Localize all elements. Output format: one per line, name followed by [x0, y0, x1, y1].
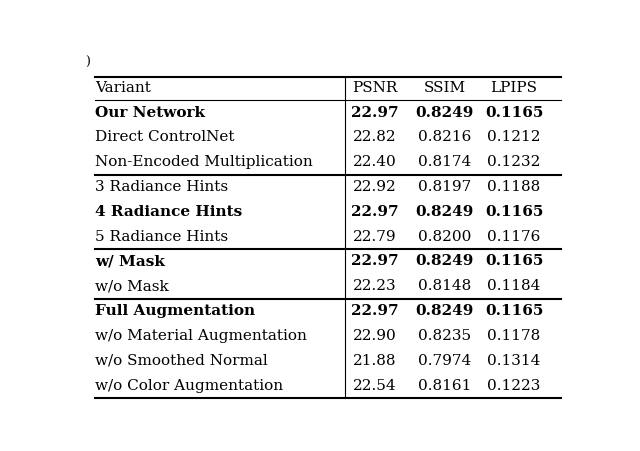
Text: 0.1223: 0.1223 — [487, 378, 541, 392]
Text: 4 Radiance Hints: 4 Radiance Hints — [95, 205, 242, 219]
Text: 0.8148: 0.8148 — [418, 279, 471, 293]
Text: 0.8200: 0.8200 — [418, 230, 471, 244]
Text: 0.1165: 0.1165 — [485, 205, 543, 219]
Text: 22.97: 22.97 — [351, 106, 399, 120]
Text: 0.1165: 0.1165 — [485, 254, 543, 268]
Text: 0.1176: 0.1176 — [487, 230, 541, 244]
Text: 0.1232: 0.1232 — [487, 155, 541, 169]
Text: 0.1314: 0.1314 — [487, 354, 541, 368]
Text: Full Augmentation: Full Augmentation — [95, 304, 255, 318]
Text: ): ) — [85, 56, 90, 69]
Text: 22.90: 22.90 — [353, 329, 397, 343]
Text: 0.1184: 0.1184 — [487, 279, 541, 293]
Text: 0.7974: 0.7974 — [418, 354, 471, 368]
Text: 0.1165: 0.1165 — [485, 304, 543, 318]
Text: 0.8249: 0.8249 — [415, 254, 474, 268]
Text: w/o Smoothed Normal: w/o Smoothed Normal — [95, 354, 268, 368]
Text: Variant: Variant — [95, 82, 151, 96]
Text: 0.8197: 0.8197 — [418, 180, 471, 194]
Text: 0.8249: 0.8249 — [415, 106, 474, 120]
Text: 0.8161: 0.8161 — [418, 378, 471, 392]
Text: 22.92: 22.92 — [353, 180, 397, 194]
Text: w/o Color Augmentation: w/o Color Augmentation — [95, 378, 283, 392]
Text: LPIPS: LPIPS — [490, 82, 538, 96]
Text: w/ Mask: w/ Mask — [95, 254, 164, 268]
Text: 22.79: 22.79 — [353, 230, 397, 244]
Text: 22.54: 22.54 — [353, 378, 397, 392]
Text: 21.88: 21.88 — [353, 354, 397, 368]
Text: 0.8216: 0.8216 — [418, 130, 471, 144]
Text: Our Network: Our Network — [95, 106, 205, 120]
Text: 22.23: 22.23 — [353, 279, 397, 293]
Text: 22.40: 22.40 — [353, 155, 397, 169]
Text: 0.1165: 0.1165 — [485, 106, 543, 120]
Text: Direct ControlNet: Direct ControlNet — [95, 130, 234, 144]
Text: 22.97: 22.97 — [351, 254, 399, 268]
Text: 5 Radiance Hints: 5 Radiance Hints — [95, 230, 228, 244]
Text: 0.8235: 0.8235 — [418, 329, 471, 343]
Text: 22.82: 22.82 — [353, 130, 397, 144]
Text: PSNR: PSNR — [353, 82, 398, 96]
Text: 22.97: 22.97 — [351, 205, 399, 219]
Text: 22.97: 22.97 — [351, 304, 399, 318]
Text: SSIM: SSIM — [424, 82, 466, 96]
Text: 0.1212: 0.1212 — [487, 130, 541, 144]
Text: w/o Material Augmentation: w/o Material Augmentation — [95, 329, 307, 343]
Text: 0.8174: 0.8174 — [418, 155, 471, 169]
Text: 0.8249: 0.8249 — [415, 205, 474, 219]
Text: 3 Radiance Hints: 3 Radiance Hints — [95, 180, 228, 194]
Text: Non-Encoded Multiplication: Non-Encoded Multiplication — [95, 155, 312, 169]
Text: 0.1188: 0.1188 — [488, 180, 541, 194]
Text: 0.1178: 0.1178 — [488, 329, 541, 343]
Text: 0.8249: 0.8249 — [415, 304, 474, 318]
Text: w/o Mask: w/o Mask — [95, 279, 168, 293]
